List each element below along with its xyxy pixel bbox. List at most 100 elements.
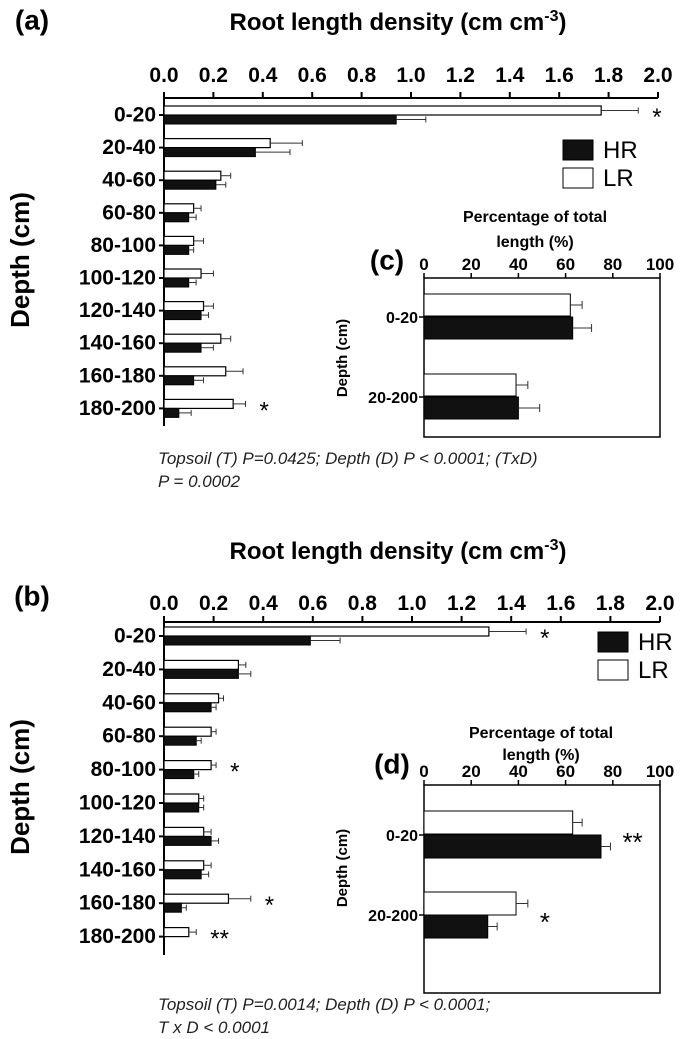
bar-lr — [423, 891, 517, 916]
y-axis-label: Depth (cm) — [5, 719, 35, 855]
bar-hr — [163, 769, 195, 780]
caption-b: Topsoil (T) P=0.0014; Depth (D) P < 0.00… — [158, 993, 678, 1039]
legend-label-lr: LR — [638, 657, 669, 684]
x-tick-label: 0.6 — [298, 592, 327, 615]
bar-hr — [163, 702, 212, 713]
bar-lr — [163, 105, 602, 116]
x-tick-label: 80 — [603, 255, 622, 274]
bar-lr — [163, 235, 195, 246]
y-tick-label: 20-200 — [368, 908, 418, 925]
x-tick-label: 40 — [509, 762, 528, 781]
y-tick-label: 0-20 — [114, 625, 156, 648]
panel-label: (a) — [15, 4, 49, 35]
significance-mark: * — [265, 892, 274, 919]
bar-lr — [423, 810, 574, 835]
caption-a: Topsoil (T) P=0.0425; Depth (D) P < 0.00… — [158, 447, 678, 493]
bar-hr — [163, 114, 397, 125]
bar-hr — [163, 635, 311, 646]
x-tick-label: 1.8 — [594, 64, 624, 87]
y-tick-label: 0-20 — [114, 104, 156, 127]
bar-lr — [163, 793, 200, 804]
bar-hr — [163, 835, 212, 846]
bar-hr — [163, 179, 217, 190]
legend-swatch-hr — [597, 631, 629, 653]
x-tick-label: 0.0 — [149, 64, 178, 87]
panel-b: (b) Root length density (cm cm-3) 0.0 0.2 0.… — [5, 537, 675, 955]
panel-d: (d) Percentage of total length (%) 0 20 40 60 8… — [334, 725, 674, 994]
x-tick-label: 60 — [556, 255, 575, 274]
y-axis-label: Depth (cm) — [334, 319, 351, 397]
legend-swatch-lr — [597, 659, 629, 681]
bar-hr — [423, 834, 602, 859]
bar-hr — [163, 668, 239, 679]
bar-lr — [163, 170, 222, 181]
x-tick-label: 0.8 — [348, 592, 378, 615]
x-tick-label: 1.6 — [546, 592, 575, 615]
panel-label: (c) — [370, 244, 404, 275]
bar-hr — [163, 342, 202, 353]
legend-swatch-lr — [562, 167, 594, 189]
y-tick-label: 60-80 — [102, 725, 156, 748]
y-tick-label: 120-140 — [79, 299, 156, 322]
x-tick-label: 0 — [419, 255, 428, 274]
inset-title-line1: Percentage of total — [469, 725, 613, 742]
significance-mark: ** — [210, 926, 229, 953]
chart-title: Root length density (cm cm-3) — [230, 8, 567, 36]
bar-hr — [163, 902, 182, 913]
x-tick-label: 0.0 — [149, 592, 178, 615]
bar-lr — [163, 659, 240, 671]
bar-hr — [163, 147, 256, 158]
caption-b-line1: Topsoil (T) P=0.0014; Depth (D) P < 0.00… — [158, 995, 491, 1014]
bar-hr — [163, 407, 180, 418]
significance-mark: * — [540, 625, 549, 652]
bar-hr — [163, 277, 190, 288]
x-tick-label: 60 — [556, 762, 575, 781]
bar-hr — [163, 212, 190, 223]
significance-mark: * — [230, 759, 239, 786]
y-tick-label: 100-120 — [79, 267, 156, 290]
x-tick-label: 0.4 — [249, 592, 279, 615]
x-tick-label: 100 — [646, 762, 674, 781]
x-tick-label: 1.2 — [447, 592, 476, 615]
x-tick-label: 40 — [509, 255, 528, 274]
panel-c: (c) Percentage of total length (%) 0 20 40 60 8… — [334, 209, 674, 438]
bar-lr — [163, 301, 205, 312]
bar-lr — [163, 826, 205, 838]
bar-hr — [423, 914, 489, 939]
x-tick-label: 1.4 — [495, 64, 525, 87]
x-tick-label: 0.4 — [248, 64, 278, 87]
legend-label-hr: HR — [638, 629, 673, 656]
caption-a-line1: Topsoil (T) P=0.0425; Depth (D) P < 0.00… — [158, 449, 538, 468]
bar-lr — [163, 926, 190, 938]
bar-hr — [163, 375, 195, 386]
bar-hr — [163, 802, 200, 813]
y-tick-label: 140-160 — [79, 332, 156, 355]
chart-title: Root length density (cm cm-3) — [230, 537, 567, 565]
x-tick-label: 0.8 — [347, 64, 377, 87]
bar-lr — [163, 693, 220, 704]
x-tick-label: 2.0 — [643, 64, 672, 87]
bar-lr — [163, 860, 205, 871]
bar-lr — [163, 726, 212, 737]
bar-lr — [163, 268, 202, 279]
x-tick-label: 20 — [462, 762, 481, 781]
y-tick-label: 160-180 — [79, 364, 156, 387]
x-tick-label: 1.2 — [446, 64, 475, 87]
panel-label: (d) — [374, 748, 410, 779]
legend-label-hr: HR — [603, 137, 638, 164]
y-tick-label: 180-200 — [79, 397, 156, 420]
x-tick-label: 2.0 — [645, 592, 674, 615]
y-tick-label: 0-20 — [386, 310, 418, 327]
y-tick-label: 0-20 — [386, 828, 418, 845]
panel-label: (b) — [14, 580, 50, 611]
caption-b-line2: T x D < 0.0001 — [158, 1018, 270, 1037]
x-tick-label: 80 — [603, 762, 622, 781]
bar-lr — [163, 893, 230, 904]
bar-hr — [163, 310, 202, 321]
x-tick-label: 1.0 — [396, 64, 425, 87]
x-tick-label: 1.0 — [397, 592, 426, 615]
x-tick-label: 0.2 — [199, 64, 228, 87]
